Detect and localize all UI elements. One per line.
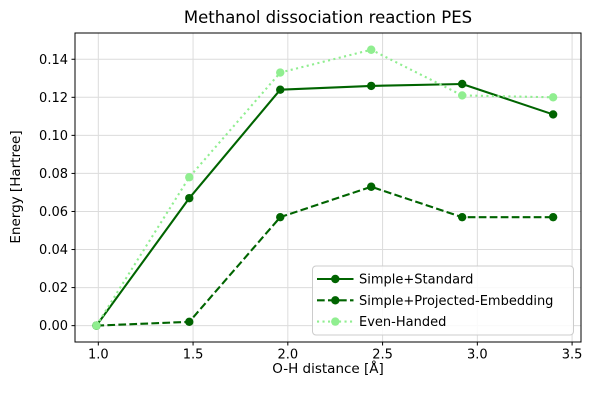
y-tick-label: 0.08 — [39, 167, 68, 182]
legend-sample-marker-simple-standard — [331, 274, 340, 284]
legend-box — [312, 265, 574, 336]
legend-label-simple-projected-embedding: Simple+Projected-Embedding — [359, 294, 553, 309]
data-point-simple-standard — [548, 110, 558, 119]
x-tick-label: 2.5 — [372, 348, 393, 363]
legend-sample-marker-even-handed — [331, 317, 340, 326]
data-point-simple-projected-embedding — [185, 317, 194, 327]
data-point-simple-projected-embedding — [276, 212, 285, 222]
y-tick-label: 0.10 — [39, 129, 68, 144]
y-axis-label: Energy [Hartree] — [8, 130, 24, 244]
data-point-simple-projected-embedding — [548, 212, 558, 222]
series-line-even-handed — [95, 48, 554, 327]
x-axis-label: O-H distance [Å] — [272, 361, 384, 377]
legend-label-simple-standard: Simple+Standard — [359, 273, 473, 288]
data-point-even-handed — [92, 321, 101, 330]
x-tick-label: 1.0 — [88, 348, 109, 363]
data-point-simple-projected-embedding — [367, 182, 376, 191]
legend-sample-marker-simple-projected-embedding — [331, 296, 340, 305]
data-point-simple-standard — [457, 79, 467, 89]
x-tick-label: 2.0 — [277, 348, 298, 363]
data-point-simple-projected-embedding — [457, 212, 467, 222]
plot-border — [74, 32, 582, 343]
y-tick-label: 0.06 — [39, 205, 68, 220]
data-point-even-handed — [548, 93, 558, 102]
data-point-even-handed — [457, 91, 467, 100]
data-point-simple-standard — [276, 85, 285, 94]
x-tick-label: 1.5 — [183, 348, 204, 363]
data-point-even-handed — [276, 68, 285, 77]
y-tick-label: 0.12 — [39, 91, 68, 106]
data-point-simple-standard — [185, 193, 194, 203]
y-tick-label: 0.02 — [39, 281, 68, 296]
series-line-simple-projected-embedding — [96, 185, 554, 327]
y-tick-label: 0.00 — [39, 319, 68, 334]
data-point-simple-standard — [367, 81, 376, 91]
legend-label-even-handed: Even-Handed — [359, 315, 446, 330]
data-point-even-handed — [185, 173, 194, 182]
series-line-simple-standard — [95, 82, 554, 327]
data-point-even-handed — [367, 45, 376, 54]
y-tick-label: 0.14 — [39, 53, 68, 68]
x-tick-label: 3.0 — [467, 348, 488, 363]
x-tick-label: 3.5 — [562, 348, 583, 363]
chart-title: Methanol dissociation reaction PES — [183, 8, 473, 27]
y-tick-label: 0.04 — [39, 243, 68, 258]
